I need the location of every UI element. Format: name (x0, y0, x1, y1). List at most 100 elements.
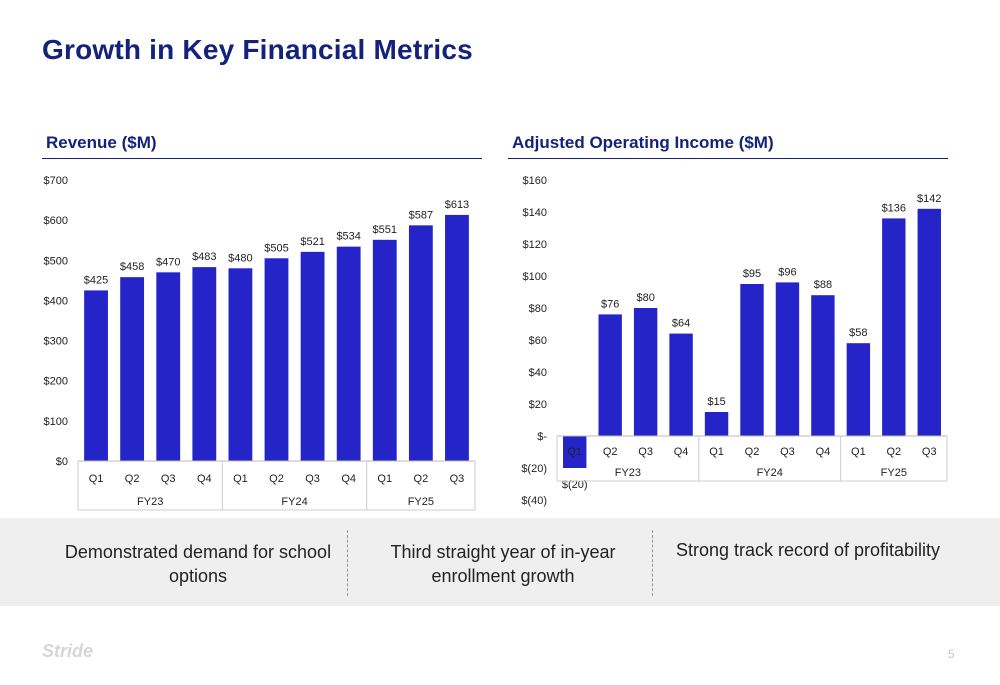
x-tick-label: Q3 (161, 473, 176, 485)
bar (192, 267, 217, 461)
operating-income-chart: $(40) $(20) $- $20 $40 $60 $80 $100 $120 $140 $160… (521, 175, 948, 507)
x-tick-label: Q1 (851, 446, 866, 458)
highlights-band (0, 518, 1000, 606)
x-tick-label: Q4 (674, 446, 689, 458)
bar-value-label: $142 (917, 193, 941, 205)
bar (300, 251, 325, 461)
bar (740, 284, 764, 436)
bar-value-label: $480 (228, 252, 252, 264)
bar-value-label: $76 (601, 298, 619, 310)
bar (84, 290, 108, 461)
x-tick-label: Q2 (414, 473, 429, 485)
y-tick-label: $500 (44, 255, 68, 267)
y-tick-label: $20 (529, 399, 547, 411)
revenue-title-rule (42, 158, 482, 159)
bar (264, 258, 289, 461)
x-tick-label: Q1 (89, 473, 104, 485)
x-tick-label: Q1 (567, 446, 582, 458)
bar (882, 218, 906, 436)
bar (598, 314, 622, 436)
bar (156, 272, 181, 461)
y-tick-label: $- (537, 431, 547, 443)
x-group-label: FY24 (281, 496, 307, 508)
revenue-chart-title: Revenue ($M) (46, 133, 157, 152)
x-tick-label: Q3 (305, 473, 320, 485)
y-tick-label: $60 (529, 335, 547, 347)
bar-value-label: $587 (409, 209, 433, 221)
x-tick-label: Q1 (709, 446, 724, 458)
x-group-label: FY25 (881, 467, 907, 479)
bar-value-label: $458 (120, 261, 144, 273)
bar-value-label: $425 (84, 274, 108, 286)
bar (633, 308, 658, 436)
bar-value-label: $58 (849, 327, 867, 339)
y-tick-label: $100 (523, 271, 547, 283)
bar (846, 343, 871, 436)
x-group-label: FY25 (408, 496, 434, 508)
bar-value-label: $95 (743, 268, 761, 280)
highlight-demand: Demonstrated demand for school options (64, 542, 332, 586)
y-tick-label: $0 (56, 456, 68, 468)
x-group-label: FY23 (137, 496, 163, 508)
bar (563, 436, 587, 468)
bar-value-label: $80 (636, 292, 654, 304)
bar-value-label: $15 (707, 396, 725, 408)
highlight-enrollment: Third straight year of in-year enrollmen… (390, 542, 616, 586)
bar-value-label: $(20) (562, 479, 588, 491)
revenue-chart: $0 $100 $200 $300 $400 $500 $600 $700 $425 $458 $4… (44, 175, 476, 511)
y-tick-label: $(20) (521, 463, 547, 475)
bar (775, 282, 800, 436)
highlight-divider (347, 530, 348, 596)
bar-value-label: $551 (373, 224, 397, 236)
y-tick-label: $200 (44, 376, 68, 388)
bar-value-label: $534 (336, 231, 360, 243)
highlight-profitability: Strong track record of profitability (675, 540, 941, 560)
bar-value-label: $88 (814, 279, 832, 291)
x-tick-label: Q2 (269, 473, 284, 485)
highlight-divider (652, 530, 653, 596)
x-tick-label: Q2 (125, 473, 140, 485)
x-tick-label: Q4 (816, 446, 831, 458)
bar (669, 333, 693, 436)
y-tick-label: $120 (523, 239, 547, 251)
x-group-label: FY24 (757, 467, 783, 479)
operating-income-chart-title: Adjusted Operating Income ($M) (512, 133, 774, 152)
x-tick-label: Q4 (341, 473, 356, 485)
y-tick-label: $600 (44, 215, 68, 227)
x-tick-label: Q2 (745, 446, 760, 458)
y-tick-label: $80 (529, 303, 547, 315)
page-number: 5 (948, 647, 955, 661)
bar (917, 208, 941, 436)
bar-value-label: $470 (156, 256, 180, 268)
x-tick-label: Q2 (886, 446, 901, 458)
bar (228, 268, 253, 461)
x-tick-label: Q2 (603, 446, 618, 458)
bar-value-label: $64 (672, 318, 690, 330)
x-tick-label: Q3 (638, 446, 653, 458)
bar-value-label: $96 (778, 266, 796, 278)
y-tick-label: $160 (523, 175, 547, 187)
bar (704, 412, 729, 436)
x-tick-label: Q3 (450, 473, 465, 485)
bar (811, 295, 835, 436)
y-tick-label: $700 (44, 175, 68, 187)
x-tick-label: Q4 (197, 473, 212, 485)
bar (408, 225, 433, 461)
y-tick-label: $(40) (521, 495, 547, 507)
stride-logo: Stride (42, 641, 94, 661)
bar-value-label: $136 (882, 202, 906, 214)
y-tick-label: $300 (44, 336, 68, 348)
x-tick-label: Q1 (377, 473, 392, 485)
bar-value-label: $521 (300, 236, 324, 248)
y-tick-label: $140 (523, 207, 547, 219)
bar (336, 246, 361, 461)
x-tick-label: Q1 (233, 473, 248, 485)
x-tick-label: Q3 (922, 446, 937, 458)
y-tick-label: $400 (44, 295, 68, 307)
x-group-label: FY23 (615, 467, 641, 479)
y-tick-label: $100 (44, 416, 68, 428)
operating-income-title-rule (508, 158, 948, 159)
bar-value-label: $483 (192, 251, 216, 263)
bar-value-label: $505 (264, 242, 288, 254)
x-tick-label: Q3 (780, 446, 795, 458)
